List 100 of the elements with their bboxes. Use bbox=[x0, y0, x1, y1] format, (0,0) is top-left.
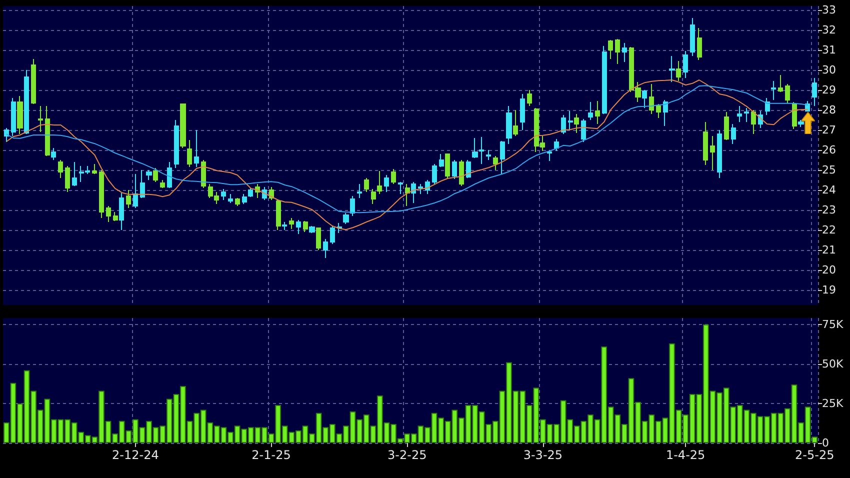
candlestick bbox=[663, 100, 668, 126]
candlestick bbox=[792, 102, 797, 130]
y-tick-label: 25K bbox=[822, 396, 844, 410]
candlestick bbox=[778, 74, 783, 92]
candlestick bbox=[472, 138, 478, 158]
candlestick bbox=[106, 206, 111, 222]
candlestick bbox=[24, 70, 29, 134]
candlestick bbox=[669, 56, 675, 82]
candlestick bbox=[296, 220, 301, 234]
y-tick-label: 26 bbox=[822, 144, 836, 156]
candlestick bbox=[479, 136, 484, 164]
candlestick bbox=[724, 112, 729, 140]
candlestick bbox=[520, 94, 525, 130]
candlestick bbox=[330, 226, 335, 244]
candlestick bbox=[554, 138, 559, 152]
candlestick bbox=[167, 162, 172, 188]
candlestick bbox=[690, 18, 695, 56]
candlestick bbox=[316, 228, 321, 250]
candlestick bbox=[72, 162, 77, 186]
candlestick bbox=[812, 78, 817, 106]
candlestick bbox=[364, 178, 369, 192]
y-tick-label: 28 bbox=[822, 104, 836, 116]
candlestick bbox=[384, 174, 389, 192]
y-tick-label: 50K bbox=[822, 357, 844, 370]
candlestick bbox=[242, 194, 247, 204]
candlestick bbox=[771, 80, 776, 100]
candlestick bbox=[642, 90, 647, 108]
candlestick bbox=[785, 84, 790, 104]
candlestick bbox=[574, 114, 579, 134]
candlestick bbox=[717, 130, 722, 178]
candlestick bbox=[371, 188, 376, 204]
candlestick bbox=[744, 108, 749, 122]
candlestick bbox=[751, 110, 756, 134]
candlestick bbox=[343, 212, 349, 224]
candlestick bbox=[731, 124, 736, 144]
candlestick bbox=[99, 170, 104, 218]
candlestick bbox=[622, 42, 627, 62]
candlestick bbox=[337, 222, 342, 234]
candlestick bbox=[119, 192, 124, 230]
candlestick bbox=[248, 188, 253, 198]
candlestick bbox=[459, 160, 464, 186]
candlestick bbox=[656, 104, 661, 118]
candlestick bbox=[391, 168, 396, 184]
candlestick bbox=[710, 136, 715, 170]
candlestick bbox=[38, 106, 43, 132]
candlestick bbox=[235, 198, 240, 206]
candlestick bbox=[737, 106, 742, 122]
candlestick bbox=[703, 122, 708, 166]
y-tick-label: 19 bbox=[822, 284, 836, 296]
candlestick bbox=[398, 182, 403, 194]
candlestick bbox=[194, 130, 199, 168]
candlestick bbox=[323, 238, 328, 258]
candlestick bbox=[350, 196, 355, 216]
y-tick-label: 33 bbox=[822, 4, 836, 16]
candlestick bbox=[602, 46, 607, 114]
candlestick bbox=[452, 160, 457, 180]
candlestick bbox=[683, 50, 688, 78]
candlestick bbox=[432, 164, 437, 184]
candlestick bbox=[309, 226, 315, 234]
candlestick bbox=[126, 190, 131, 208]
y-tick-label: 29 bbox=[822, 84, 836, 96]
candlestick bbox=[608, 40, 613, 60]
candlestick bbox=[160, 180, 165, 188]
x-tick-label: 3-2-25 bbox=[388, 448, 427, 462]
candlestick bbox=[676, 60, 681, 82]
candlestick bbox=[588, 102, 593, 120]
candlestick bbox=[568, 110, 573, 130]
y-tick-label: 22 bbox=[822, 224, 836, 236]
candlestick bbox=[506, 106, 512, 144]
candlestick bbox=[411, 182, 416, 204]
candlestick bbox=[445, 154, 450, 178]
candlestick bbox=[418, 184, 423, 194]
candlestick bbox=[466, 160, 471, 178]
candlestick bbox=[65, 166, 70, 192]
candlestick bbox=[11, 98, 16, 136]
candlestick bbox=[282, 222, 287, 230]
candlestick bbox=[92, 164, 97, 174]
candlestick bbox=[4, 128, 9, 142]
candlestick bbox=[581, 118, 586, 142]
y-tick-label: 24 bbox=[822, 184, 836, 196]
y-tick-label: 0 bbox=[822, 436, 829, 450]
x-tick-label: 2-5-25 bbox=[795, 448, 834, 462]
candlestick bbox=[357, 184, 362, 198]
x-tick-label: 2-1-25 bbox=[252, 448, 291, 462]
candlestick bbox=[303, 220, 308, 232]
candlestick bbox=[187, 140, 192, 168]
y-tick-label: 30 bbox=[822, 64, 836, 76]
candlestick bbox=[527, 90, 532, 106]
candlestick bbox=[51, 148, 56, 160]
candlestick bbox=[276, 200, 281, 230]
x-tick-label: 3-3-25 bbox=[523, 448, 563, 462]
candlestick bbox=[798, 120, 804, 128]
candlestick bbox=[615, 38, 620, 64]
candlestick bbox=[31, 58, 36, 104]
candlestick bbox=[500, 140, 505, 174]
candlestick bbox=[221, 188, 226, 200]
candlestick bbox=[697, 28, 702, 60]
candlestick bbox=[377, 170, 382, 194]
candlestick bbox=[289, 218, 294, 230]
candlestick bbox=[595, 100, 600, 124]
